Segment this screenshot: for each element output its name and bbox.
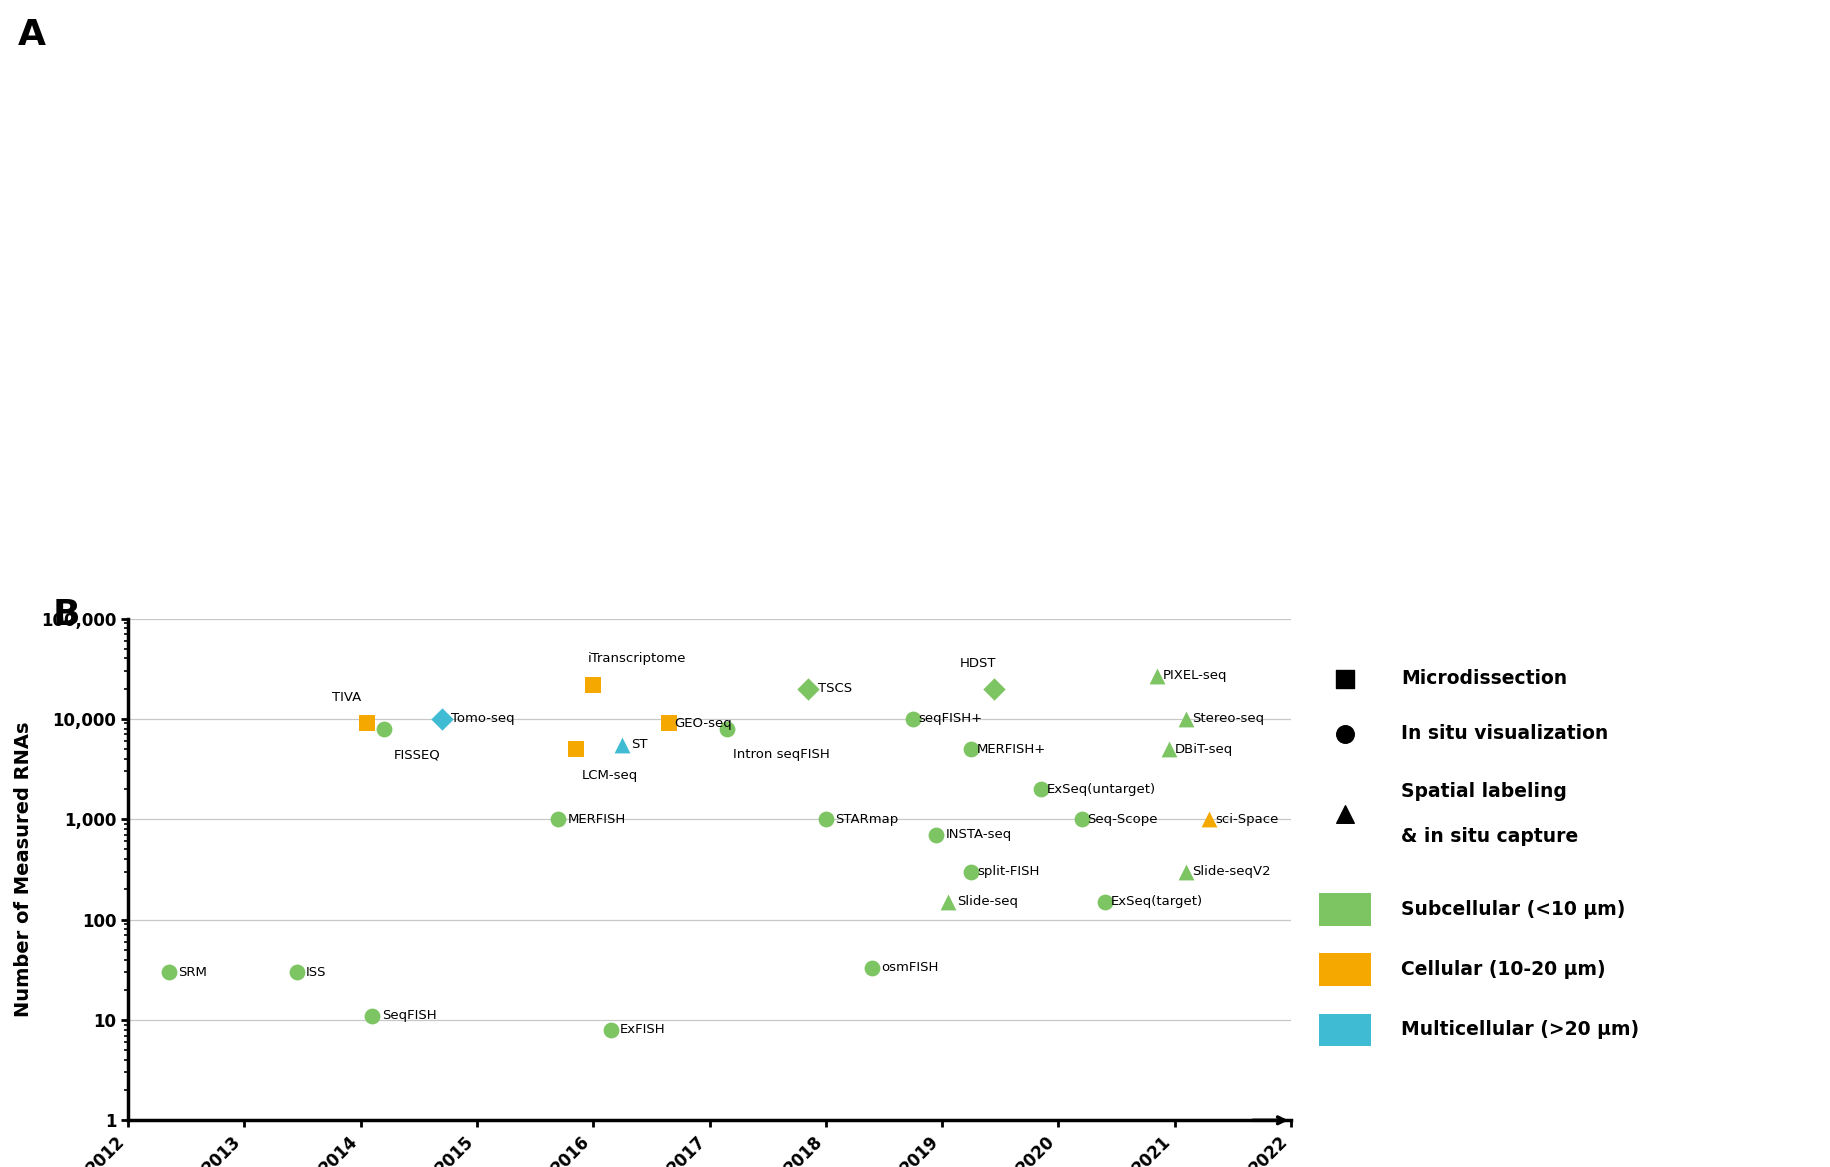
Point (544, 810, 573, 829)
Text: Microdissection: Microdissection (1400, 669, 1566, 689)
Text: Intron seqFISH: Intron seqFISH (732, 748, 829, 761)
Text: INSTA-seq: INSTA-seq (944, 829, 1012, 841)
Text: Seq-Scope: Seq-Scope (1087, 812, 1157, 826)
Text: Multicellular (>20 μm): Multicellular (>20 μm) (1400, 1020, 1638, 1040)
Text: SRM: SRM (178, 965, 207, 979)
Text: ST: ST (631, 739, 648, 752)
Point (920, 825, 950, 844)
Text: HDST: HDST (959, 657, 996, 670)
Point (357, 1006, 386, 1025)
Point (154, 963, 183, 981)
Point (578, 676, 608, 694)
Point (1142, 666, 1171, 685)
Text: PIXEL-seq: PIXEL-seq (1162, 669, 1226, 682)
Point (370, 719, 399, 738)
Text: Tomo-seq: Tomo-seq (452, 712, 514, 726)
Text: ExSeq(untarget): ExSeq(untarget) (1047, 783, 1155, 796)
Bar (1319, 1014, 1371, 1047)
Text: MERFISH+: MERFISH+ (977, 742, 1045, 755)
Point (351, 714, 381, 733)
Point (811, 810, 840, 829)
Text: sci-Space: sci-Space (1215, 812, 1277, 826)
Text: MERFISH: MERFISH (567, 812, 626, 826)
Point (653, 714, 683, 733)
Text: Spatial labeling: Spatial labeling (1400, 782, 1566, 801)
Text: Slide-seqV2: Slide-seqV2 (1191, 865, 1270, 879)
Bar (1319, 953, 1371, 986)
Point (1195, 810, 1224, 829)
Text: ExFISH: ExFISH (620, 1023, 666, 1036)
Point (1330, 805, 1360, 824)
Point (712, 719, 741, 738)
Point (1067, 810, 1096, 829)
Point (282, 963, 311, 981)
Text: osmFISH: osmFISH (880, 962, 939, 974)
Point (426, 710, 456, 728)
Point (856, 958, 886, 977)
Text: Cellular (10-20 μm): Cellular (10-20 μm) (1400, 960, 1605, 979)
Text: Slide-seq: Slide-seq (957, 895, 1017, 908)
Text: STARmap: STARmap (834, 812, 899, 826)
Text: SeqFISH: SeqFISH (381, 1009, 436, 1022)
Bar (1319, 893, 1371, 925)
Text: ISS: ISS (306, 965, 326, 979)
Point (1089, 893, 1118, 911)
Text: seqFISH+: seqFISH+ (919, 712, 983, 726)
Point (1171, 862, 1200, 881)
Text: FISSEQ: FISSEQ (393, 748, 439, 761)
Point (1330, 725, 1360, 743)
Point (955, 862, 985, 881)
Text: LCM-seq: LCM-seq (582, 769, 637, 782)
Text: B: B (53, 599, 81, 633)
Point (933, 893, 963, 911)
Text: & in situ capture: & in situ capture (1400, 827, 1577, 846)
Point (1171, 710, 1200, 728)
Point (899, 710, 928, 728)
Text: TIVA: TIVA (331, 691, 361, 705)
Point (1330, 670, 1360, 689)
Text: TSCS: TSCS (818, 683, 851, 696)
Point (1025, 780, 1054, 798)
Text: A: A (18, 18, 46, 51)
Text: Subcellular (<10 μm): Subcellular (<10 μm) (1400, 900, 1625, 920)
Point (1153, 740, 1182, 759)
Text: iTranscriptome: iTranscriptome (587, 652, 686, 665)
Text: DBiT-seq: DBiT-seq (1175, 742, 1232, 755)
Point (979, 679, 1008, 698)
Point (955, 740, 985, 759)
Text: GEO-seq: GEO-seq (673, 717, 732, 731)
Y-axis label: Number of Measured RNAs: Number of Measured RNAs (13, 721, 33, 1018)
Point (608, 735, 637, 754)
Point (792, 679, 822, 698)
Text: In situ visualization: In situ visualization (1400, 725, 1609, 743)
Point (560, 740, 589, 759)
Text: ExSeq(target): ExSeq(target) (1111, 895, 1202, 908)
Point (597, 1020, 626, 1039)
Text: Stereo-seq: Stereo-seq (1191, 712, 1263, 726)
Text: split-FISH: split-FISH (977, 865, 1039, 879)
